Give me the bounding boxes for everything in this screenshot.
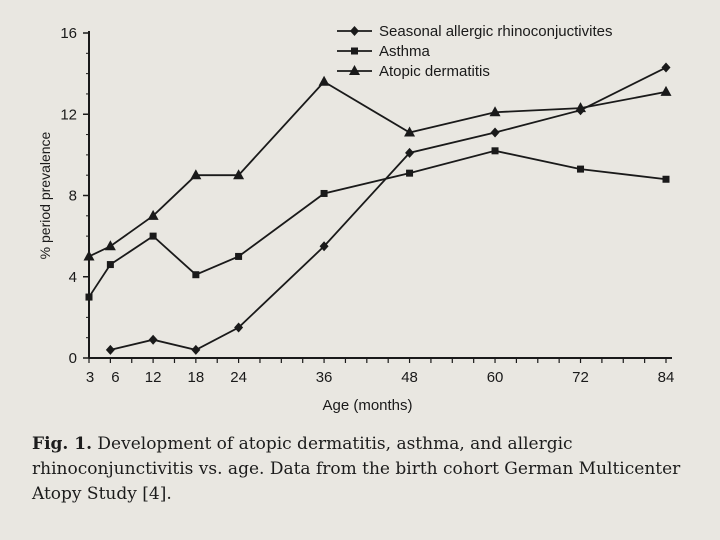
data-point: [405, 147, 415, 158]
x-tick-label: 48: [401, 369, 418, 386]
data-point: [83, 250, 95, 261]
data-point: [491, 147, 499, 155]
y-tick-label: 4: [69, 269, 77, 286]
x-tick-label: 24: [230, 369, 247, 386]
x-tick-label: 6: [111, 369, 119, 386]
x-tick-label: 72: [572, 369, 589, 386]
data-point: [575, 102, 587, 113]
data-point: [233, 169, 245, 180]
data-point: [149, 232, 157, 240]
data-point: [320, 189, 328, 197]
data-point: [489, 106, 501, 117]
x-tick-label: 84: [658, 369, 675, 386]
data-point: [148, 334, 158, 345]
data-point: [191, 344, 201, 355]
data-point: [106, 261, 114, 269]
y-tick-label: 8: [69, 188, 77, 205]
y-tick-label: 0: [69, 350, 77, 367]
data-point: [235, 252, 243, 260]
series-line-3: [88, 80, 667, 258]
data-point: [318, 75, 330, 86]
data-point: [404, 126, 416, 137]
data-point: [661, 62, 671, 73]
x-tick-label: 36: [316, 369, 333, 386]
legend-label: Atopic dermatitis: [379, 63, 490, 80]
data-point: [147, 209, 159, 220]
data-point: [104, 240, 116, 251]
data-point: [406, 169, 414, 177]
data-point: [577, 165, 585, 173]
data-point: [85, 293, 93, 301]
x-tick-label: 18: [188, 369, 205, 386]
x-tick-label: 60: [487, 369, 504, 386]
series-line-2: [88, 149, 667, 298]
data-point: [662, 175, 670, 183]
legend-label: Asthma: [379, 43, 431, 60]
data-point: [192, 271, 200, 279]
caption-label: Fig. 1.: [32, 434, 92, 454]
x-axis-title: Age (months): [322, 397, 412, 414]
y-tick-label: 12: [60, 106, 77, 123]
data-point: [660, 85, 672, 96]
legend-label: Seasonal allergic rhinoconjuctivites: [379, 23, 612, 40]
data-point: [319, 241, 329, 252]
legend-marker: [350, 26, 359, 36]
legend-marker: [349, 65, 360, 75]
data-point: [105, 344, 115, 355]
legend-marker: [351, 47, 358, 55]
data-point: [190, 169, 202, 180]
data-point: [490, 127, 500, 138]
x-tick-label: 3: [86, 369, 94, 386]
x-tick-label: 12: [145, 369, 162, 386]
caption-text: Development of atopic dermatitis, asthma…: [32, 434, 681, 504]
data-point: [234, 322, 244, 333]
figure-caption: Fig. 1. Development of atopic dermatitis…: [32, 432, 702, 507]
y-axis-title: % period prevalence: [37, 131, 53, 259]
y-tick-label: 16: [60, 25, 77, 42]
